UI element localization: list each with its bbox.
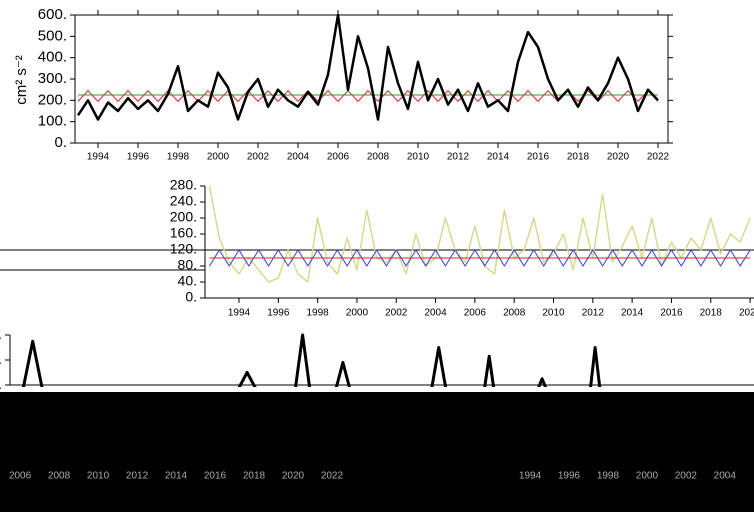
- y-tick-label: 600.: [0, 376, 2, 393]
- x-tick-label: 2012: [126, 471, 149, 482]
- x-tick-label: 2004: [287, 152, 310, 163]
- x-tick-label: 2010: [407, 152, 430, 163]
- x-tick-label: 2020: [739, 308, 754, 319]
- x-tick-label: 2014: [621, 308, 644, 319]
- plot-frame: [74, 14, 669, 144]
- x-tick-label: 2004: [424, 308, 447, 319]
- x-tick-label: 1996: [127, 152, 150, 163]
- x-tick-label: 2022: [321, 471, 344, 482]
- y-tick-label: 200.: [38, 91, 67, 108]
- y-tick-label: 0.: [185, 289, 197, 305]
- x-tick-label: 2018: [243, 471, 266, 482]
- x-tick-label: 2000: [346, 308, 369, 319]
- plot: [76, 13, 659, 121]
- x-tick-label: 2016: [204, 471, 227, 482]
- x-tick-label: 2010: [542, 308, 565, 319]
- x-tick-label: 1998: [167, 152, 190, 163]
- y-tick-label: 300.: [38, 70, 67, 87]
- y-tick-label: 120.: [170, 241, 197, 257]
- x-tick-label: 2002: [385, 308, 408, 319]
- data-line: [76, 13, 659, 121]
- y-tick-label: 240.: [170, 193, 197, 209]
- x-tick-label: 2000: [207, 152, 230, 163]
- x-tick-label: 1996: [558, 471, 581, 482]
- y-tick-label: 600.: [38, 6, 67, 23]
- x-tick-label: 1994: [228, 308, 251, 319]
- x-tick-label: 1996: [267, 308, 290, 319]
- plot: [208, 185, 751, 283]
- x-tick-label: 1994: [519, 471, 542, 482]
- x-tick-label: 2004: [714, 471, 737, 482]
- x-tick-label: 2012: [447, 152, 470, 163]
- x-tick-label: 2016: [660, 308, 683, 319]
- y-tick-label: 280.: [170, 177, 197, 193]
- y-tick-label: 200.: [170, 209, 197, 225]
- x-tick-label: 2008: [367, 152, 390, 163]
- x-tick-label: 2016: [527, 152, 550, 163]
- x-tick-label: 2018: [567, 152, 590, 163]
- x-tick-label: 2020: [282, 471, 305, 482]
- data-line: [208, 185, 751, 283]
- y-tick-label: 1000.: [0, 326, 2, 343]
- x-tick-label: 2006: [9, 471, 32, 482]
- x-tick-label: 1998: [597, 471, 620, 482]
- corrupted-region: [0, 392, 754, 512]
- x-tick-label: 2008: [48, 471, 71, 482]
- plot: [21, 333, 602, 387]
- x-tick-label: 1994: [87, 152, 110, 163]
- y-tick-label: 400.: [38, 49, 67, 66]
- x-tick-label: 2014: [487, 152, 510, 163]
- x-tick-label: 2018: [700, 308, 723, 319]
- x-tick-label: 2002: [247, 152, 270, 163]
- x-tick-label: 2000: [636, 471, 659, 482]
- y-tick-label: 80.: [178, 257, 197, 273]
- x-tick-label: 2008: [503, 308, 526, 319]
- y-tick-label: 800.: [0, 351, 2, 368]
- x-tick-label: 2006: [464, 308, 487, 319]
- data-line: [21, 333, 602, 387]
- x-tick-label: 2012: [582, 308, 605, 319]
- y-tick-label: 40.: [178, 273, 197, 289]
- y-tick-label: 500.: [38, 27, 67, 44]
- x-tick-label: 2002: [675, 471, 698, 482]
- x-tick-label: 2022: [647, 152, 670, 163]
- x-tick-label: 2020: [607, 152, 630, 163]
- y-axis-label: cm² s⁻²: [13, 55, 30, 105]
- y-tick-label: 0.: [54, 134, 67, 151]
- x-tick-label: 2010: [87, 471, 110, 482]
- x-tick-label: 2014: [165, 471, 188, 482]
- y-tick-label: 160.: [170, 225, 197, 241]
- x-tick-label: 2006: [327, 152, 350, 163]
- y-tick-label: 100.: [38, 113, 67, 130]
- x-tick-label: 1998: [307, 308, 330, 319]
